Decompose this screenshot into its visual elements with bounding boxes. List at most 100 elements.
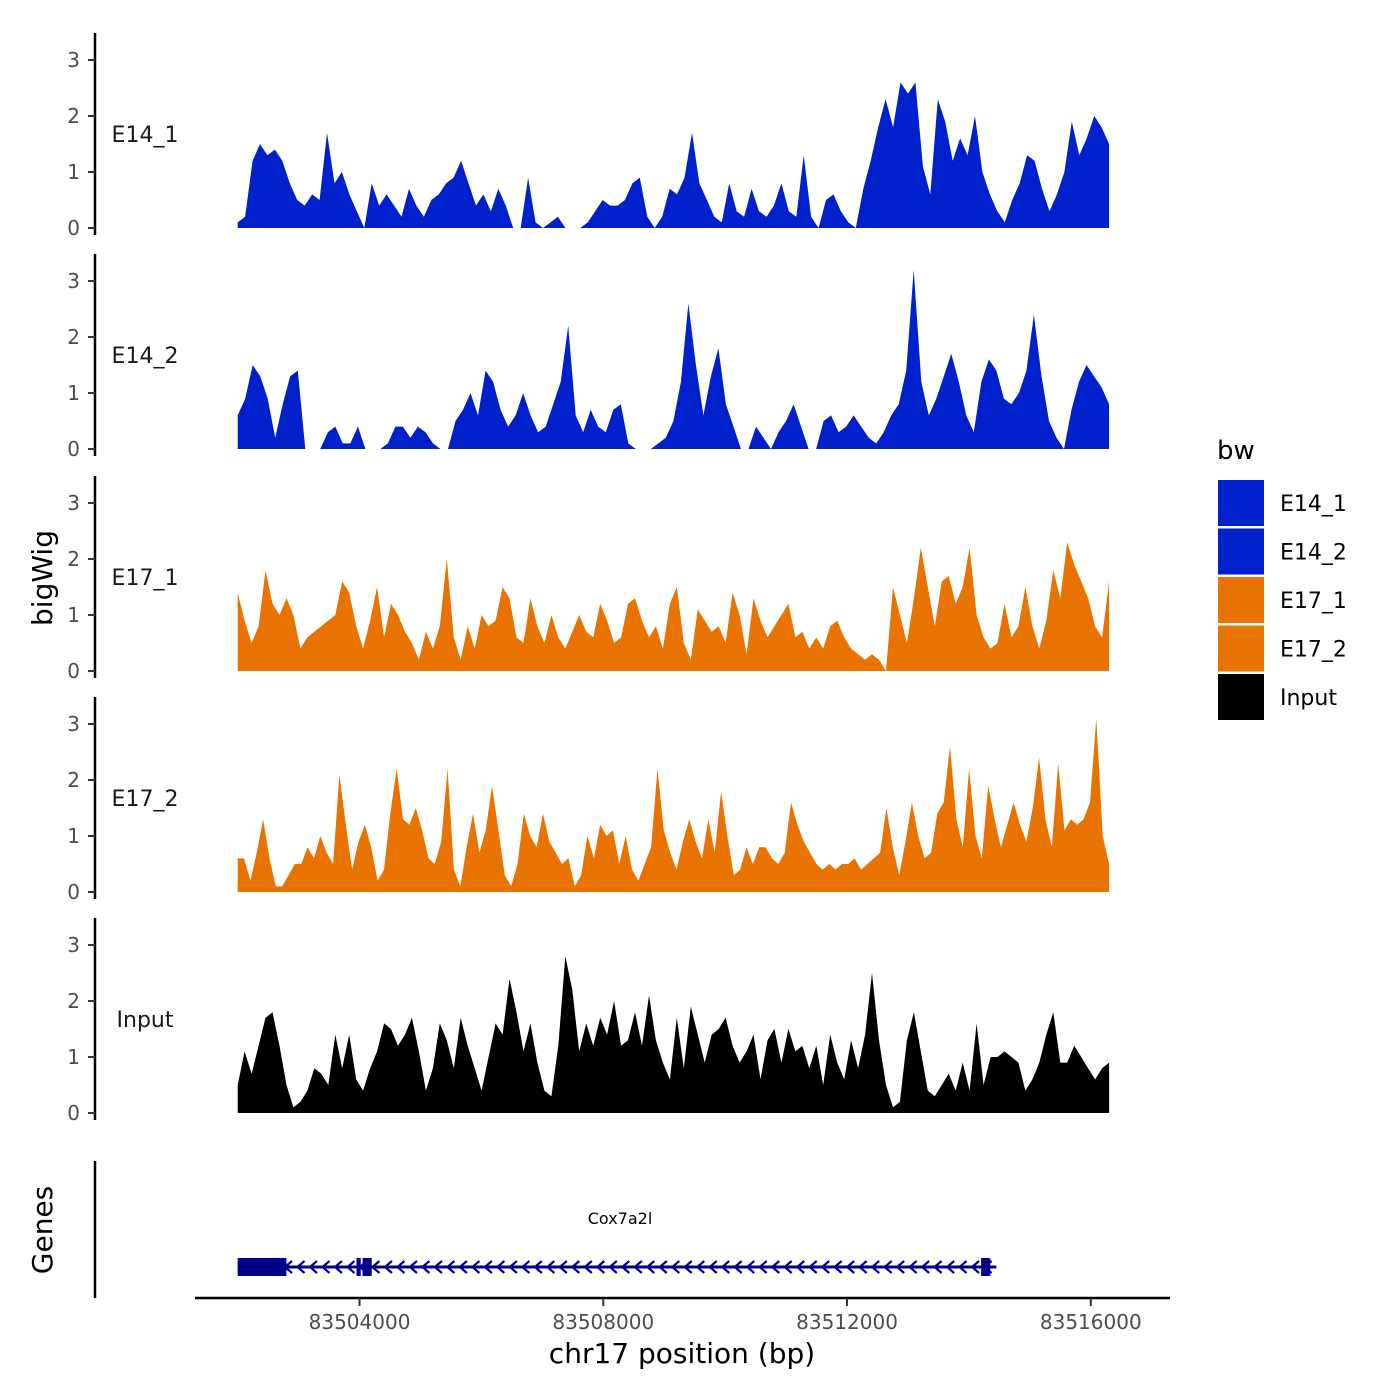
strand-arrow <box>308 1260 318 1274</box>
strand-arrow <box>633 1260 643 1274</box>
strand-arrow <box>520 1260 531 1274</box>
strand-arrow <box>320 1260 331 1274</box>
strand-arrow <box>458 1260 468 1274</box>
strand-arrow <box>408 1260 418 1274</box>
y-tick-label: 2 <box>67 325 80 349</box>
legend-title: bw <box>1217 436 1255 466</box>
genes-track-title: Genes <box>26 1186 59 1274</box>
strand-arrow <box>420 1260 431 1274</box>
strand-arrow <box>545 1260 556 1274</box>
strand-arrow <box>445 1260 456 1274</box>
strand-arrow <box>720 1260 730 1274</box>
strand-arrow <box>708 1260 718 1274</box>
coverage-area-e17-1 <box>237 542 1110 671</box>
y-tick-label: 0 <box>67 437 80 461</box>
track-label: E17_1 <box>112 566 179 591</box>
y-tick-label: 2 <box>67 547 80 571</box>
strand-arrow <box>758 1260 768 1274</box>
legend-swatch-e14-1 <box>1218 480 1264 526</box>
track-input: 0 1 2 3 Input <box>67 918 1110 1125</box>
coverage-area-e17-2 <box>237 718 1110 892</box>
coverage-area-input <box>237 956 1110 1113</box>
y-tick-label: 1 <box>67 1045 80 1069</box>
y-tick-label: 0 <box>67 216 80 240</box>
legend-swatch-e14-2 <box>1218 528 1264 575</box>
y-tick-label: 3 <box>67 269 80 293</box>
strand-arrow <box>395 1260 406 1274</box>
coverage-area-e14-2 <box>237 269 1110 449</box>
track-label: E17_2 <box>112 787 179 812</box>
legend-label-e14-2: E14_2 <box>1280 541 1347 566</box>
strand-arrow <box>770 1260 780 1274</box>
y-tick-label: 1 <box>67 824 80 848</box>
gene-model <box>237 1258 997 1276</box>
legend: bw E14_1 E14_2 E17_1 E17_2 Input <box>1217 436 1347 720</box>
strand-arrow <box>783 1260 793 1274</box>
strand-arrow <box>695 1260 705 1274</box>
strand-arrow <box>345 1260 356 1274</box>
track-label: Input <box>117 1008 174 1033</box>
strand-arrow <box>857 1260 868 1274</box>
strand-arrow <box>807 1260 818 1274</box>
strand-arrow <box>820 1260 830 1274</box>
strand-arrow <box>483 1260 493 1274</box>
strand-arrow <box>882 1260 893 1274</box>
strand-arrow <box>433 1260 443 1274</box>
legend-label-e14-1: E14_1 <box>1280 492 1347 517</box>
strand-arrow <box>645 1260 656 1274</box>
strand-arrow <box>932 1260 943 1274</box>
y-tick-label: 3 <box>67 48 80 72</box>
y-tick-label: 0 <box>67 880 80 904</box>
strand-arrow <box>383 1260 393 1274</box>
legend-label-e17-2: E17_2 <box>1280 638 1347 663</box>
strand-arrow <box>658 1260 668 1274</box>
strand-arrow <box>558 1260 568 1274</box>
legend-label-input: Input <box>1280 686 1337 711</box>
strand-arrow <box>870 1260 880 1274</box>
gene-exon <box>237 1258 287 1276</box>
y-tick-label: 3 <box>67 933 80 957</box>
y-tick-label: 0 <box>67 1101 80 1125</box>
x-tick-label: 83516000 <box>1040 1310 1142 1334</box>
gene-name-label: Cox7a2l <box>588 1209 653 1228</box>
tracks-group: 0 1 2 3 E14_1 0 1 2 3 E14_2 0 1 2 3 E17_1 0 1 2 3 E17_2 0 1 2 3… <box>67 33 1110 1125</box>
y-tick-label: 2 <box>67 989 80 1013</box>
y-tick-label: 2 <box>67 768 80 792</box>
y-tick-label: 3 <box>67 712 80 736</box>
strand-arrow <box>370 1260 381 1274</box>
x-axis-title: chr17 position (bp) <box>549 1337 815 1370</box>
strand-arrow <box>733 1260 743 1274</box>
strand-arrow <box>533 1260 543 1274</box>
strand-arrow <box>670 1260 680 1274</box>
track-e17-2: 0 1 2 3 E17_2 <box>67 697 1110 904</box>
y-tick-label: 2 <box>67 104 80 128</box>
track-e14-1: 0 1 2 3 E14_1 <box>67 33 1110 240</box>
strand-arrow <box>795 1260 805 1274</box>
strand-arrow <box>920 1260 930 1274</box>
track-label: E14_2 <box>112 344 179 369</box>
gene-exon <box>981 1258 991 1276</box>
y-tick-label: 0 <box>67 659 80 683</box>
strand-arrow <box>583 1260 593 1274</box>
y-tick-label: 3 <box>67 491 80 515</box>
x-tick-label: 83504000 <box>309 1310 411 1334</box>
strand-arrow <box>895 1260 905 1274</box>
strand-arrow <box>495 1260 506 1274</box>
strand-arrow <box>957 1260 968 1274</box>
y-tick-label: 1 <box>67 381 80 405</box>
strand-arrow <box>683 1260 693 1274</box>
x-tick-label: 83508000 <box>552 1310 654 1334</box>
strand-arrow <box>295 1260 306 1274</box>
genes-track: Genes Cox7a2l <box>26 1161 997 1298</box>
y-tick-label: 1 <box>67 603 80 627</box>
y-axis-title: bigWig <box>26 530 59 626</box>
x-axis: 83504000 83508000 83512000 83516000 chr17 p… <box>195 1296 1170 1370</box>
strand-arrow <box>745 1260 755 1274</box>
strand-arrow <box>845 1260 855 1274</box>
strand-arrow <box>945 1260 955 1274</box>
legend-swatch-input <box>1218 674 1264 720</box>
legend-label-e17-1: E17_1 <box>1280 589 1347 614</box>
strand-arrow <box>832 1260 843 1274</box>
